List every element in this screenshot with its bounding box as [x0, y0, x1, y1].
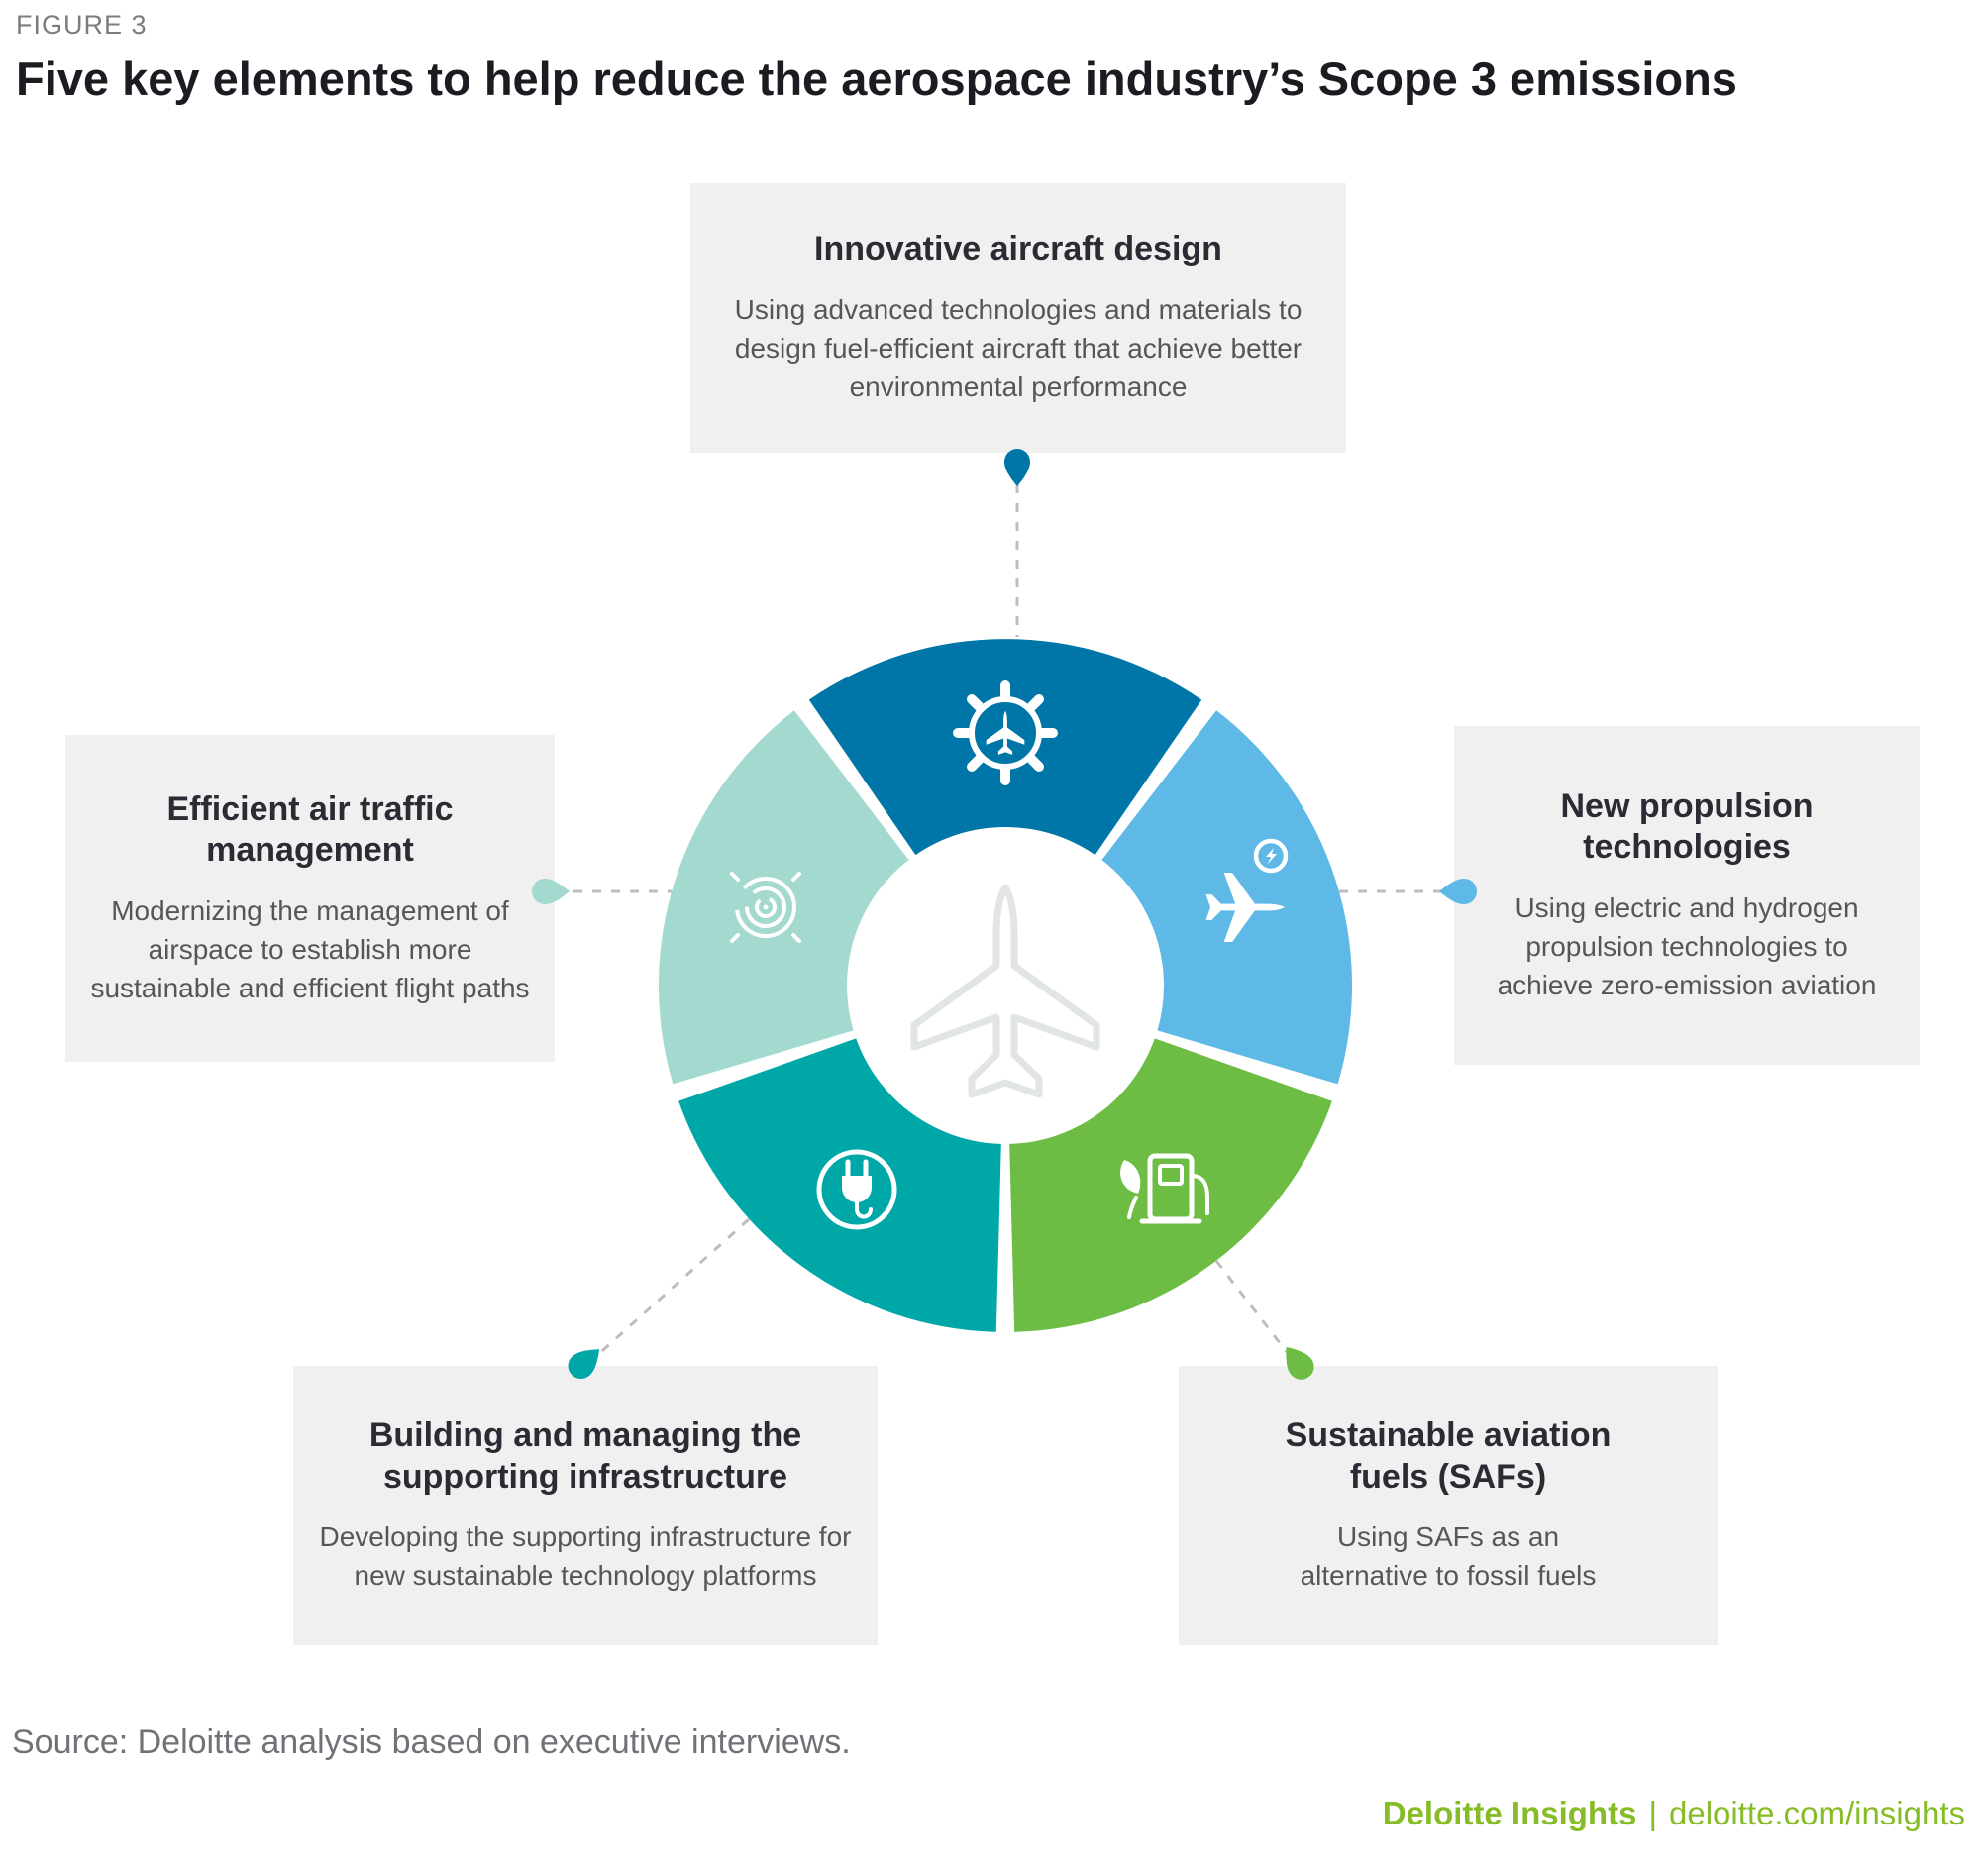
- card-heading: Efficient air traffic management: [166, 789, 454, 870]
- card-efficient-air-traffic-management: Efficient air traffic management Moderni…: [65, 735, 555, 1062]
- card-sustainable-aviation-fuels: Sustainable aviation fuels (SAFs) Using …: [1179, 1366, 1718, 1645]
- segment-supporting-infrastructure: [678, 1038, 1001, 1332]
- page-title: Five key elements to help reduce the aer…: [16, 52, 1737, 105]
- card-heading: Sustainable aviation fuels (SAFs): [1285, 1416, 1612, 1496]
- plug-icon: [816, 1149, 897, 1230]
- five-segment-ring-diagram: [658, 639, 1353, 1332]
- card-heading: Building and managing the supporting inf…: [368, 1416, 802, 1496]
- footer-site-link[interactable]: deloitte.com/insights: [1669, 1795, 1965, 1831]
- footer-separator: |: [1648, 1795, 1658, 1831]
- source-note: Source: Deloitte analysis based on execu…: [12, 1723, 851, 1761]
- card-body: Using SAFs as an alternative to fossil f…: [1300, 1521, 1597, 1592]
- figure-label: FIGURE 3: [16, 10, 148, 40]
- electric-aircraft-icon: [1205, 838, 1289, 942]
- card-body: Developing the supporting infrastructure…: [319, 1521, 852, 1592]
- card-heading: Innovative aircraft design: [814, 230, 1222, 268]
- card-body: Using advanced technologies and material…: [734, 293, 1303, 403]
- fuel-pump-icon: [1120, 1153, 1209, 1224]
- airplane-outline-icon: [914, 887, 1096, 1094]
- card-innovative-aircraft-design: Innovative aircraft design Using advance…: [690, 183, 1346, 453]
- card-heading: New propulsion technologies: [1560, 786, 1814, 867]
- gear-aircraft-icon: [953, 680, 1058, 785]
- card-supporting-infrastructure: Building and managing the supporting inf…: [293, 1366, 878, 1645]
- segment-new-propulsion-technologies: [1101, 710, 1353, 1085]
- card-new-propulsion-technologies: New propulsion technologies Using electr…: [1454, 726, 1920, 1065]
- drop-marker-top: [1004, 449, 1030, 486]
- card-body: Using electric and hydrogen propulsion t…: [1497, 891, 1877, 1001]
- footer-brand-name: Deloitte Insights: [1382, 1795, 1637, 1831]
- radar-icon: [730, 872, 801, 943]
- card-body: Modernizing the management of airspace t…: [90, 894, 530, 1004]
- deloitte-insights-footer: Deloitte Insights | deloitte.com/insights: [1383, 1795, 1965, 1832]
